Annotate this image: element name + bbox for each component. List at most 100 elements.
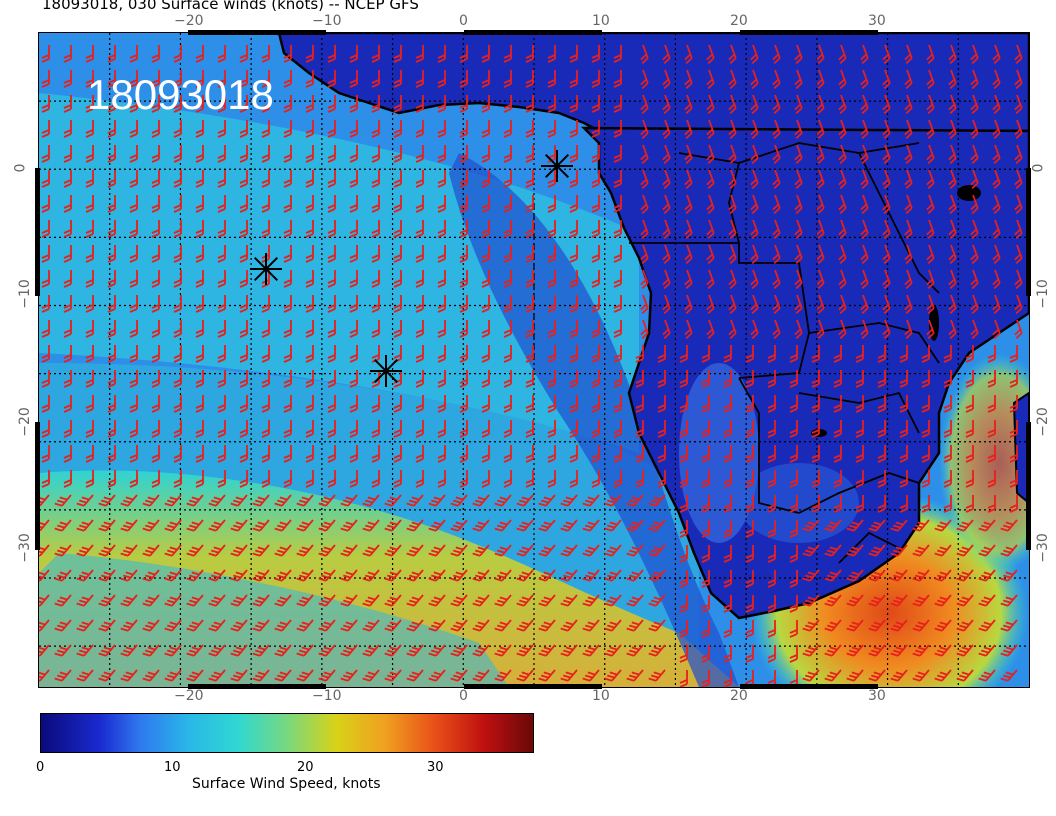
- wind-barb: [85, 445, 94, 463]
- wind-barb: [525, 95, 534, 113]
- wind-barb: [494, 644, 512, 657]
- wind-barb: [582, 594, 600, 607]
- wind-barb: [745, 595, 754, 613]
- wind-barb: [362, 594, 380, 607]
- wind-barb: [186, 619, 204, 632]
- wind-barb: [393, 45, 402, 63]
- wind-barb: [824, 519, 842, 532]
- wind-barb: [591, 145, 600, 163]
- wind-barb: [63, 45, 72, 63]
- wind-barb: [547, 45, 556, 63]
- wind-barb: [591, 420, 600, 438]
- wind-barb: [538, 544, 556, 557]
- wind-barb: [569, 420, 578, 438]
- colorbar-tick: 20: [297, 760, 314, 775]
- wind-barb: [547, 470, 556, 488]
- wind-barb: [39, 494, 50, 507]
- wind-barb: [767, 570, 776, 588]
- wind-barb: [503, 445, 512, 463]
- wind-barb: [503, 245, 512, 263]
- wind-barb: [772, 219, 781, 240]
- map-panel[interactable]: 18093018: [38, 32, 1030, 688]
- wind-barb: [76, 619, 94, 632]
- wind-barb: [569, 295, 578, 313]
- wind-barb: [569, 395, 578, 413]
- wind-barb: [591, 295, 600, 313]
- wind-barb: [239, 70, 248, 88]
- wind-barb: [129, 295, 138, 313]
- wind-barb: [591, 45, 600, 63]
- wind-barb: [173, 145, 182, 163]
- wind-barb: [613, 370, 622, 388]
- wind-barb: [283, 245, 292, 263]
- wind-barb: [824, 669, 842, 682]
- wind-barb: [926, 319, 935, 340]
- wind-barb: [85, 70, 94, 88]
- wind-barb: [63, 95, 72, 113]
- wind-barb: [613, 470, 622, 488]
- wind-barb: [723, 520, 732, 538]
- wind-barb: [679, 545, 688, 563]
- wind-barb: [107, 170, 116, 188]
- wind-barb: [459, 345, 468, 363]
- wind-barb: [833, 470, 842, 488]
- wind-barb: [745, 495, 754, 513]
- wind-barb: [723, 445, 732, 463]
- wind-barb: [415, 95, 424, 113]
- wind-barb: [54, 494, 72, 507]
- colorbar-tick: 0: [36, 760, 45, 775]
- wind-barb: [956, 644, 974, 657]
- wind-barb: [76, 644, 94, 657]
- wind-barb: [129, 95, 138, 113]
- wind-barb: [217, 245, 226, 263]
- wind-barb: [882, 244, 891, 265]
- wind-barb: [723, 570, 732, 588]
- wind-barb: [921, 445, 930, 463]
- wind-barb: [283, 70, 292, 88]
- wind-barb: [684, 319, 693, 340]
- wind-barb: [450, 569, 468, 582]
- wind-barb: [992, 319, 1001, 340]
- wind-barb: [728, 69, 737, 90]
- wind-barb: [890, 619, 908, 632]
- wind-barb: [217, 470, 226, 488]
- wind-barb: [987, 495, 996, 513]
- wind-barb: [877, 370, 886, 388]
- wind-barb: [107, 395, 116, 413]
- wind-barb: [956, 569, 974, 582]
- wind-barb: [107, 420, 116, 438]
- wind-barb: [415, 70, 424, 88]
- wind-barb: [912, 569, 930, 582]
- asterisk-marker: [370, 355, 402, 387]
- wind-barb: [934, 669, 952, 682]
- wind-barb: [860, 219, 869, 240]
- wind-barb: [384, 544, 402, 557]
- wind-barb: [728, 219, 737, 240]
- wind-barb: [41, 120, 50, 138]
- wind-barb: [846, 594, 864, 607]
- wind-barb: [640, 144, 649, 165]
- wind-barb: [943, 470, 952, 488]
- wind-barb: [41, 45, 50, 63]
- wind-barb: [948, 319, 957, 340]
- wind-barb: [635, 445, 644, 463]
- wind-barb: [767, 395, 776, 413]
- wind-barb: [745, 395, 754, 413]
- wind-barb: [965, 420, 974, 438]
- wind-barb: [142, 519, 160, 532]
- lon-tick-bottom: 20: [730, 688, 748, 704]
- wind-barb: [208, 519, 226, 532]
- wind-barb: [992, 244, 1001, 265]
- wind-barb: [63, 445, 72, 463]
- wind-barb: [195, 320, 204, 338]
- wind-barb: [283, 120, 292, 138]
- wind-barb: [239, 145, 248, 163]
- wind-barb: [882, 194, 891, 215]
- overlay-date-label: 18093018: [87, 71, 274, 118]
- wind-barb: [63, 420, 72, 438]
- wind-barb: [305, 445, 314, 463]
- wind-barb: [349, 320, 358, 338]
- wind-barb: [459, 370, 468, 388]
- wind-barb: [362, 519, 380, 532]
- wind-barb: [987, 395, 996, 413]
